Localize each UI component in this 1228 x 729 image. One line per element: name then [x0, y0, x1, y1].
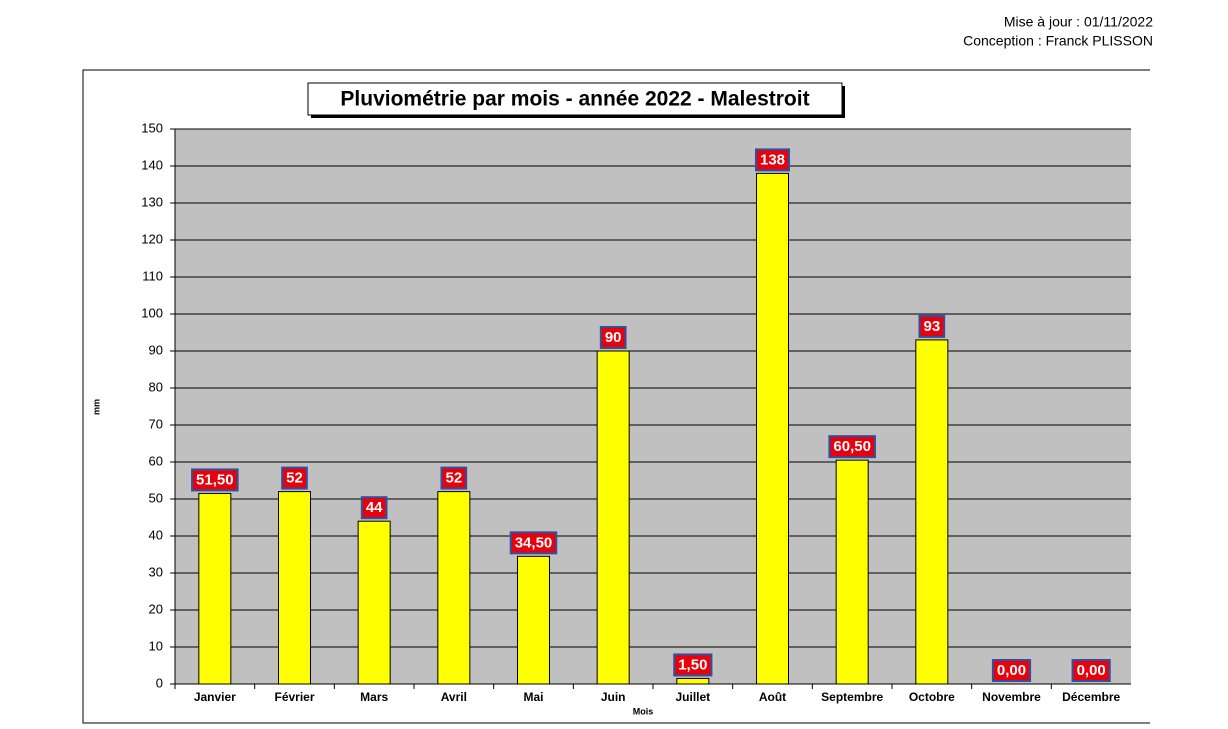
- y-tick-label: 110: [142, 268, 163, 283]
- x-tick-label: Novembre: [982, 690, 1041, 704]
- value-label-box: [281, 466, 308, 490]
- value-label: 52: [286, 470, 303, 487]
- bar: [596, 350, 630, 685]
- value-label: 44: [366, 499, 383, 516]
- value-label: 0,00: [997, 662, 1026, 679]
- bar: [835, 459, 869, 685]
- author: Conception : Franck PLISSON: [963, 33, 1153, 49]
- bar: [278, 491, 311, 685]
- y-tick-label: 80: [149, 379, 163, 394]
- value-label: 90: [605, 329, 622, 346]
- y-tick-label: 10: [149, 638, 163, 653]
- bar: [915, 339, 949, 685]
- x-tick-label: Février: [274, 690, 314, 704]
- y-tick-label: 40: [149, 527, 163, 542]
- value-label-box: [509, 531, 558, 555]
- x-tick-label: Décembre: [1062, 690, 1120, 704]
- value-label: 60,50: [833, 438, 871, 455]
- bar: [198, 492, 232, 685]
- x-tick-label: Août: [759, 690, 786, 704]
- y-tick-label: 150: [141, 120, 163, 135]
- x-tick-label: Juin: [601, 690, 626, 704]
- x-tick-label: Mars: [360, 690, 388, 704]
- x-tick-label: Mai: [523, 690, 543, 704]
- y-tick-label: 50: [149, 490, 163, 505]
- y-tick-label: 90: [149, 342, 163, 357]
- value-label: 93: [923, 318, 940, 335]
- x-tick-label: Avril: [441, 690, 467, 704]
- y-tick-label: 60: [149, 453, 163, 468]
- update-date: Mise à jour : 01/11/2022: [1004, 14, 1153, 30]
- chart-title: Pluviométrie par mois - année 2022 - Mal…: [340, 88, 809, 111]
- y-tick-label: 140: [141, 157, 163, 172]
- x-tick-label: Janvier: [194, 690, 236, 704]
- x-axis-label: Mois: [633, 706, 654, 716]
- value-label-box: [754, 148, 791, 172]
- bar: [756, 172, 789, 685]
- y-tick-label: 20: [149, 601, 163, 616]
- value-label-box: [828, 435, 876, 459]
- y-tick-label: 30: [149, 564, 163, 579]
- value-label: 0,00: [1077, 662, 1106, 679]
- bar: [437, 491, 471, 685]
- value-label: 34,50: [515, 534, 553, 551]
- value-label: 51,50: [196, 471, 234, 488]
- value-label-box: [1071, 659, 1111, 682]
- title-box: [307, 82, 843, 116]
- y-tick-label: 70: [149, 416, 163, 431]
- y-axis-label: mm: [91, 399, 101, 415]
- header: Mise à jour : 01/11/2022 Conception : Fr…: [963, 14, 1153, 49]
- chart-frame: [82, 69, 1150, 724]
- y-tick-label: 130: [141, 194, 163, 209]
- x-tick-label: Juillet: [675, 690, 710, 704]
- x-tick-label: Octobre: [909, 690, 955, 704]
- bar: [357, 520, 391, 685]
- value-label-box: [673, 653, 713, 677]
- value-label-box: [991, 659, 1032, 682]
- y-tick-label: 0: [156, 675, 163, 690]
- value-label-box: [191, 468, 239, 492]
- value-label-box: [599, 326, 627, 349]
- value-label-box: [918, 314, 946, 338]
- y-tick-label: 120: [141, 231, 163, 246]
- plot-area: [175, 129, 1131, 684]
- value-label-box: [440, 466, 468, 490]
- value-label: 1,50: [678, 656, 707, 673]
- bar: [676, 677, 710, 685]
- value-label: 52: [445, 470, 462, 487]
- x-tick-label: Septembre: [821, 690, 883, 704]
- y-tick-label: 100: [141, 305, 163, 320]
- value-label: 138: [760, 151, 785, 168]
- bar: [517, 555, 550, 685]
- value-label-box: [360, 496, 388, 520]
